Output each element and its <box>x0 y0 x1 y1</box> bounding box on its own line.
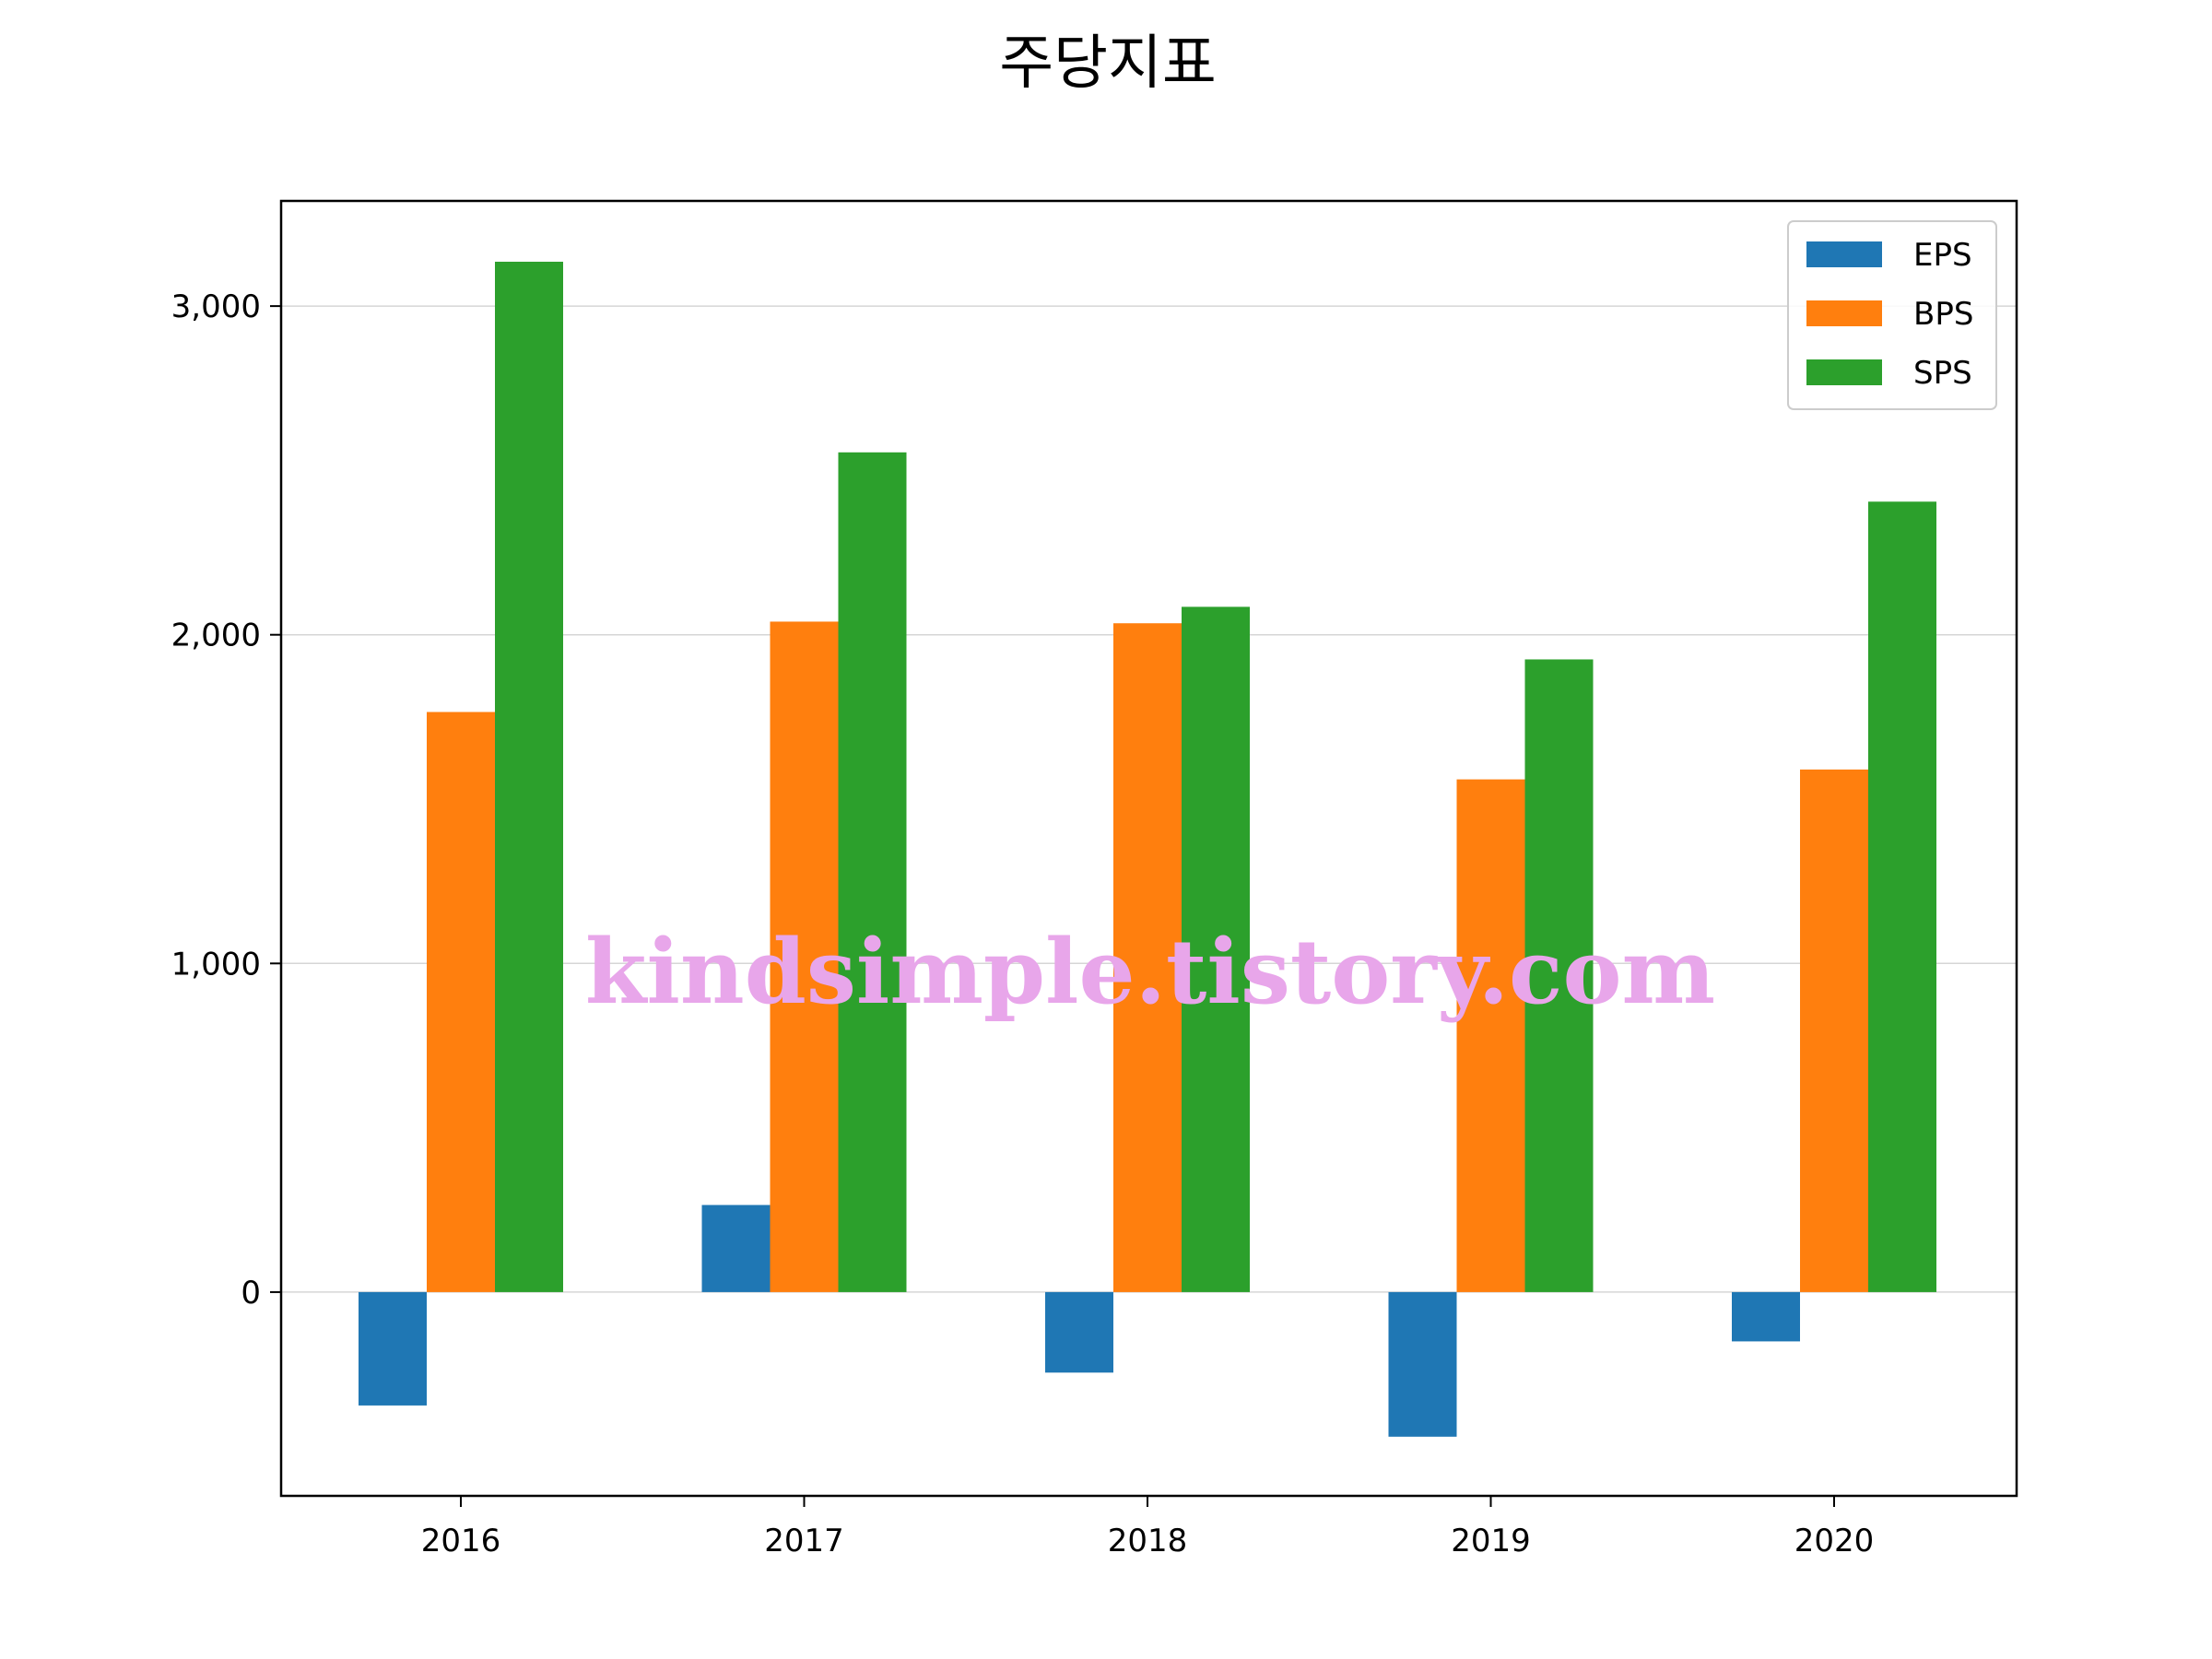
bar-bps-2017 <box>770 621 839 1292</box>
y-axis: 0 1,000 2,000 3,000 <box>171 288 281 1312</box>
bar-sps-2016 <box>495 261 563 1292</box>
watermark: kindsimple.tistory.com <box>585 920 1715 1024</box>
y-tick-label: 3,000 <box>171 288 261 325</box>
x-tick-label: 2016 <box>421 1523 501 1559</box>
x-tick-label: 2017 <box>764 1523 844 1559</box>
legend: EPS BPS SPS <box>1787 220 1997 410</box>
bar-sps-2017 <box>838 452 907 1292</box>
y-tick-label: 0 <box>241 1275 261 1312</box>
x-tick-label: 2020 <box>1794 1523 1875 1559</box>
bar-bps-2020 <box>1800 769 1868 1292</box>
bar-bps-2019 <box>1456 779 1525 1292</box>
y-tick-label: 2,000 <box>171 618 261 654</box>
legend-swatch-bps <box>1806 300 1882 326</box>
bars <box>359 261 1936 1437</box>
bar-eps-2016 <box>359 1291 427 1406</box>
plot-frame <box>279 199 2018 1498</box>
x-axis: 2016 2017 2018 2019 2020 <box>421 1496 1875 1559</box>
bar-bps-2016 <box>427 712 495 1292</box>
y-tick-label: 1,000 <box>171 946 261 982</box>
chart-title: 주당지표 <box>999 29 1217 98</box>
legend-label-bps: BPS <box>1913 296 1973 333</box>
bar-eps-2020 <box>1732 1291 1800 1342</box>
legend-swatch-sps <box>1806 359 1882 385</box>
bar-sps-2020 <box>1868 501 1936 1292</box>
bar-bps-2018 <box>1113 623 1182 1292</box>
bar-sps-2018 <box>1182 606 1250 1292</box>
bar-eps-2017 <box>701 1205 771 1292</box>
x-tick-label: 2019 <box>1451 1523 1531 1559</box>
bar-eps-2019 <box>1388 1291 1457 1437</box>
bar-eps-2018 <box>1045 1291 1113 1373</box>
x-tick-label: 2018 <box>1108 1523 1188 1559</box>
legend-swatch-eps <box>1806 241 1882 267</box>
bar-sps-2019 <box>1524 659 1594 1292</box>
legend-label-eps: EPS <box>1913 237 1972 274</box>
legend-label-sps: SPS <box>1913 355 1972 392</box>
